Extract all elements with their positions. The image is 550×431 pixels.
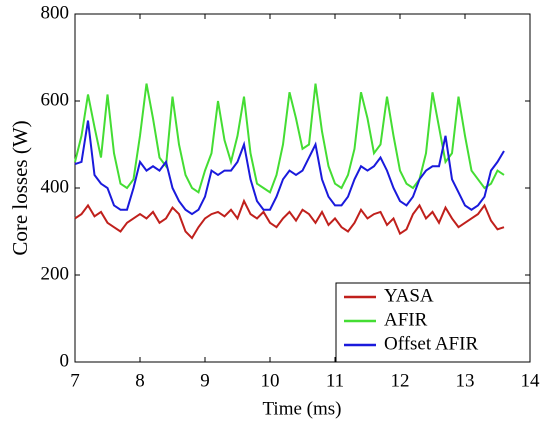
y-tick-label: 600 (41, 89, 70, 110)
x-tick-label: 11 (326, 370, 344, 391)
x-axis-label: Time (ms) (262, 398, 341, 419)
x-tick-label: 13 (456, 370, 475, 391)
line-series (74, 83, 505, 194)
x-tick-label: 8 (135, 370, 145, 391)
y-tick-label: 0 (60, 350, 70, 371)
y-tick-label: 200 (41, 263, 70, 284)
y-tick-label: 800 (41, 2, 70, 23)
x-tick-label: 7 (70, 370, 80, 391)
y-tick-label: 400 (41, 176, 70, 197)
x-tick-label: 12 (391, 370, 410, 391)
legend-label: AFIR (384, 309, 428, 330)
x-tick-label: 9 (200, 370, 210, 391)
legend-label: Offset AFIR (384, 333, 478, 354)
line-series (74, 120, 505, 216)
y-axis-label: Core losses (W) (8, 120, 32, 255)
line-series (74, 198, 505, 240)
x-tick-label: 10 (261, 370, 280, 391)
legend-label: YASA (384, 285, 434, 306)
x-tick-label: 14 (521, 370, 541, 391)
